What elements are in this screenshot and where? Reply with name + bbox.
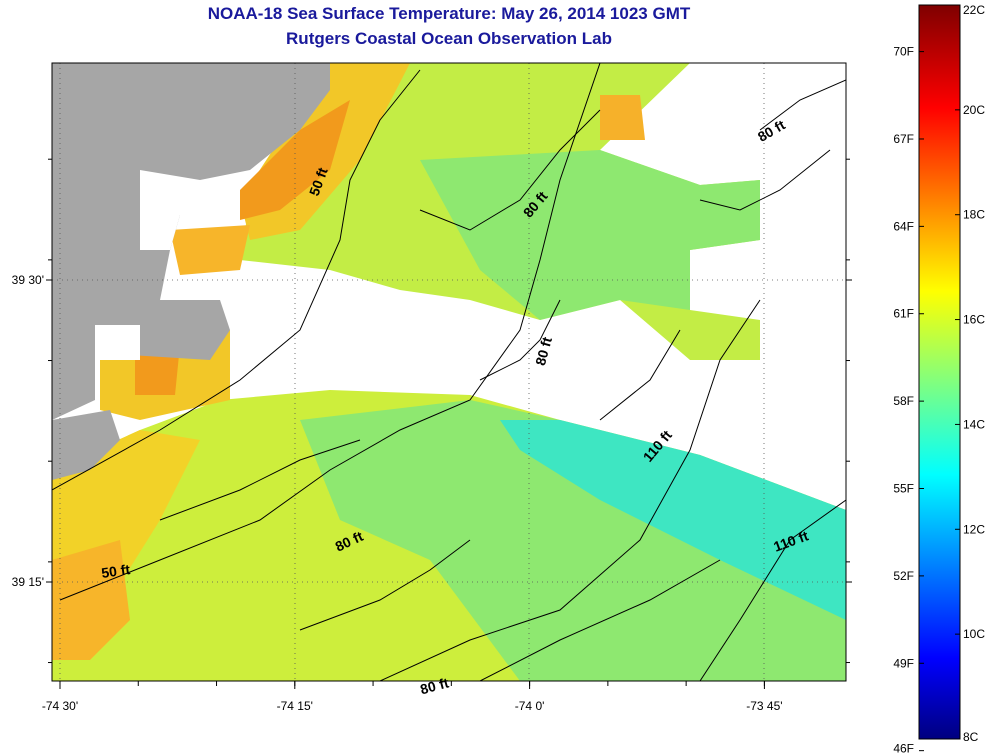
map-title: NOAA-18 Sea Surface Temperature: May 26,…	[207, 4, 691, 23]
y-tick-label: 39 30'	[12, 273, 44, 287]
x-tick-label: -74 30'	[42, 699, 78, 713]
colorbar-fahrenheit-label: 55F	[893, 482, 914, 496]
colorbar-fahrenheit-label: 61F	[893, 307, 914, 321]
depth-contour-label: 80 ft	[532, 335, 555, 367]
colorbar-celsius-label: 18C	[963, 208, 985, 222]
colorbar-fahrenheit-label: 67F	[893, 132, 914, 146]
colorbar-fahrenheit-label: 64F	[893, 219, 914, 233]
colorbar-celsius-label: 20C	[963, 103, 985, 117]
x-tick-label: -73 45'	[746, 699, 782, 713]
colorbar-celsius-label: 12C	[963, 522, 985, 536]
depth-contour-label: 50 ft	[100, 561, 131, 581]
y-tick-label: 39 15'	[12, 575, 44, 589]
map-subtitle: Rutgers Coastal Ocean Observation Lab	[286, 29, 612, 48]
depth-contour-label: 80 ft	[418, 674, 450, 697]
colorbar-celsius-label: 16C	[963, 313, 985, 327]
map-field	[52, 63, 846, 681]
colorbar-celsius-label: 22C	[963, 3, 985, 17]
colorbar-celsius-label: 10C	[963, 627, 985, 641]
colorbar-fahrenheit-label: 58F	[893, 394, 914, 408]
x-tick-label: -74 0'	[515, 699, 545, 713]
colorbar-fahrenheit-label: 52F	[893, 569, 914, 583]
colorbar-fahrenheit-label: 70F	[893, 45, 914, 59]
colorbar	[918, 4, 961, 740]
colorbar-fahrenheit-label: 49F	[893, 656, 914, 670]
colorbar-fahrenheit-label: 46F	[893, 742, 914, 754]
x-tick-label: -74 15'	[277, 699, 313, 713]
colorbar-celsius-label: 8C	[963, 730, 979, 744]
colorbar-celsius-label: 14C	[963, 417, 985, 431]
